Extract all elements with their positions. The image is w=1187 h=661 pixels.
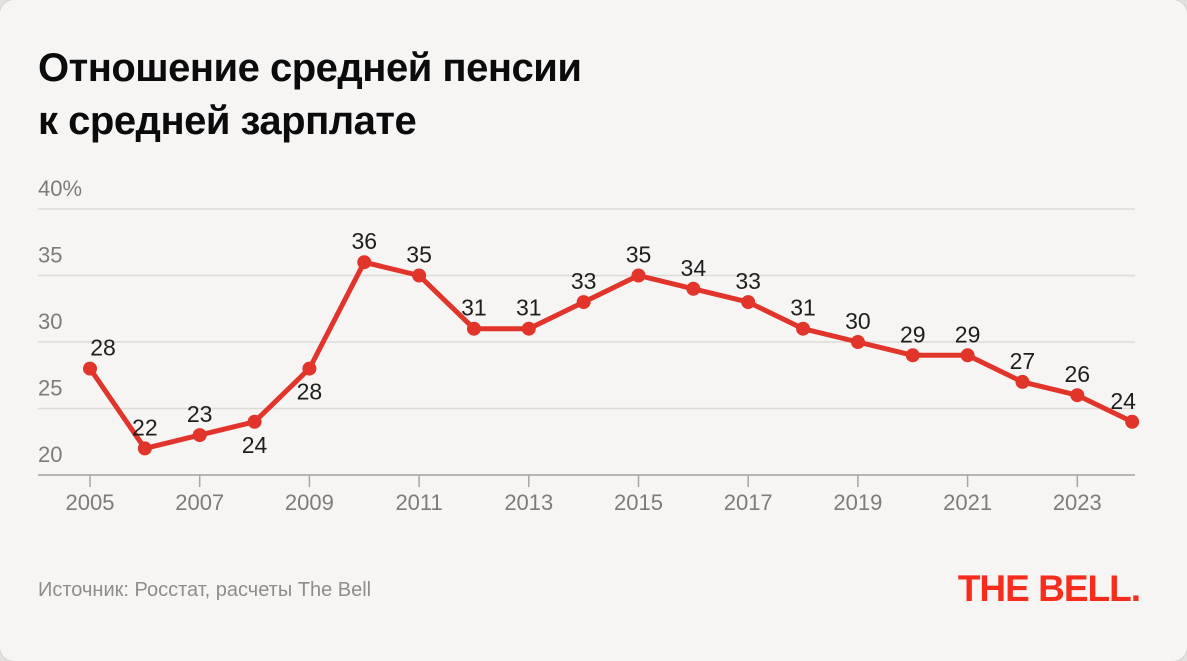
data-point	[412, 268, 427, 283]
data-point	[247, 414, 262, 429]
x-axis-tick-label: 2005	[66, 490, 115, 515]
x-axis-tick-label: 2009	[285, 490, 334, 515]
data-point-label: 29	[955, 321, 981, 347]
source-note: Источник: Росстат, расчеты The Bell	[38, 579, 372, 601]
data-point	[796, 321, 811, 336]
x-axis-tick-label: 2011	[395, 490, 442, 515]
data-point-label: 27	[1010, 348, 1036, 374]
data-point	[960, 348, 975, 363]
data-point-label: 31	[516, 295, 542, 321]
data-point	[1125, 414, 1140, 429]
x-axis-tick-label: 2007	[175, 490, 224, 515]
data-point	[357, 255, 372, 270]
chart-title: Отношение средней пенсии к средней зарпла…	[38, 42, 582, 148]
data-point	[521, 321, 536, 336]
x-axis-tick-label: 2017	[724, 490, 773, 515]
data-point	[631, 268, 646, 283]
data-point	[741, 295, 756, 310]
data-point-label: 24	[242, 432, 268, 458]
data-point-label: 31	[461, 295, 487, 321]
x-axis-tick-label: 2023	[1053, 490, 1102, 515]
x-axis-tick-label: 2019	[833, 490, 882, 515]
data-point-label: 23	[187, 401, 213, 427]
data-point-label: 34	[681, 255, 707, 281]
data-point	[1070, 388, 1085, 403]
x-axis-tick-label: 2013	[504, 490, 553, 515]
chart-title-line2: к средней зарплате	[38, 98, 417, 143]
data-point	[905, 348, 920, 363]
data-point	[466, 321, 481, 336]
y-axis-tick-label: 25	[38, 376, 62, 401]
data-line	[87, 259, 1135, 451]
data-point-label: 28	[90, 335, 116, 361]
y-axis-tick-label: 35	[38, 243, 62, 268]
data-point-label: 33	[735, 268, 761, 294]
data-point-label: 29	[900, 321, 926, 347]
data-point	[137, 441, 152, 456]
data-point-label: 35	[626, 242, 652, 268]
data-point-label: 35	[406, 242, 432, 268]
y-axis-tick-label: 30	[38, 309, 62, 334]
data-point	[576, 295, 591, 310]
data-point	[850, 335, 865, 349]
y-axis-tick-label: 20	[38, 442, 62, 467]
data-point-label: 22	[132, 414, 158, 440]
data-point	[192, 428, 207, 443]
data-point-label: 30	[845, 308, 871, 334]
data-point	[83, 361, 97, 376]
data-point-label: 33	[571, 268, 597, 294]
data-point	[686, 281, 701, 296]
data-point-label: 36	[351, 228, 377, 254]
x-axis-tick-label: 2015	[614, 490, 663, 515]
data-point	[1015, 374, 1030, 389]
data-point-label: 28	[297, 379, 323, 405]
y-axis-tick-label: 40%	[38, 176, 82, 201]
chart-title-line1: Отношение средней пенсии	[38, 46, 582, 90]
data-point-label: 26	[1065, 361, 1091, 387]
data-point-label: 31	[790, 295, 816, 321]
the-bell-logo: THE BELL.	[957, 568, 1141, 609]
data-point	[302, 361, 317, 376]
data-point-label: 24	[1110, 388, 1136, 414]
x-axis-tick-label: 2021	[943, 490, 992, 515]
